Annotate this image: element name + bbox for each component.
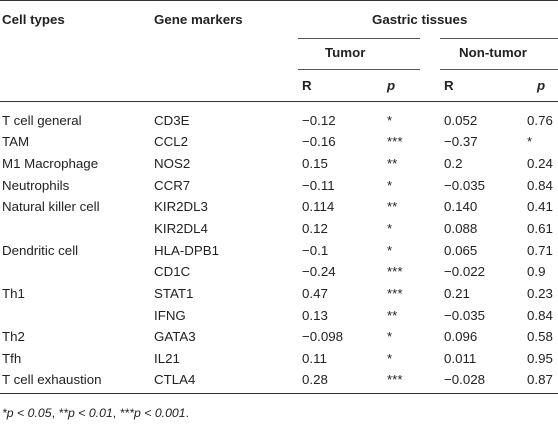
top-rule: [0, 0, 558, 1]
row-nontumor-r: 0.011: [444, 351, 477, 366]
row-nontumor-p: 0.23: [527, 286, 553, 301]
row-nontumor-r: 0.096: [444, 329, 478, 344]
row-tumor-r: −0.098: [302, 329, 344, 344]
row-cell-type: Neutrophils: [2, 178, 70, 193]
header-nontumor-p: p: [537, 78, 546, 93]
row-gene: KIR2DL4: [154, 221, 208, 236]
row-nontumor-r: −0.035: [444, 308, 486, 323]
row-nontumor-p: 0.84: [527, 178, 553, 193]
row-nontumor-p: 0.71: [527, 243, 553, 258]
row-gene: CTLA4: [154, 372, 196, 387]
row-nontumor-r: 0.2: [444, 156, 463, 171]
row-gene: KIR2DL3: [154, 199, 208, 214]
row-tumor-p: *: [387, 243, 393, 258]
row-tumor-r: −0.12: [302, 113, 336, 128]
row-cell-type: TAM: [2, 134, 30, 149]
row-gene: CD3E: [154, 113, 190, 128]
row-gene: GATA3: [154, 329, 196, 344]
row-nontumor-r: −0.028: [444, 372, 486, 387]
row-gene: HLA-DPB1: [154, 243, 220, 258]
row-tumor-p: *: [387, 113, 393, 128]
row-cell-type: Th1: [2, 286, 25, 301]
row-nontumor-p: 0.41: [527, 199, 553, 214]
row-nontumor-r: −0.022: [444, 264, 486, 279]
row-gene: IL21: [154, 351, 180, 366]
footnote-end: .: [185, 406, 190, 420]
row-tumor-r: 0.114: [302, 199, 335, 214]
row-nontumor-p: 0.95: [527, 351, 553, 366]
tumor-subheader-rule: [298, 38, 420, 39]
header-tumor-p: p: [387, 78, 396, 93]
row-gene: CD1C: [154, 264, 191, 279]
row-cell-type: T cell general: [2, 113, 82, 128]
table-footnote: *p < 0.05, **p < 0.01, ***p < 0.001.: [2, 405, 189, 421]
row-nontumor-r: 0.140: [444, 199, 478, 214]
row-tumor-p: ***: [387, 264, 403, 279]
row-tumor-r: 0.28: [302, 372, 328, 387]
header-gene-markers: Gene markers: [154, 12, 243, 27]
row-nontumor-p: *: [527, 134, 533, 149]
header-gastric-tissues: Gastric tissues: [372, 12, 468, 27]
row-gene: NOS2: [154, 156, 191, 171]
row-nontumor-r: 0.088: [444, 221, 478, 236]
footnote-sep: ,: [112, 406, 120, 420]
row-nontumor-p: 0.87: [527, 372, 553, 387]
row-gene: CCR7: [154, 178, 191, 193]
nontumor-col-rule: [440, 69, 558, 70]
header-tumor-r: R: [302, 78, 312, 93]
row-tumor-r: −0.16: [302, 134, 336, 149]
row-tumor-p: ***: [387, 134, 403, 149]
row-tumor-r: 0.15: [302, 156, 328, 171]
nontumor-subheader-rule: [440, 38, 558, 39]
row-nontumor-r: 0.21: [444, 286, 470, 301]
row-tumor-r: 0.12: [302, 221, 328, 236]
bottom-rule: [0, 393, 558, 394]
row-tumor-p: *: [387, 178, 393, 193]
row-tumor-p: ***: [387, 286, 403, 301]
footnote-p01: **p < 0.01: [58, 406, 113, 420]
row-tumor-r: −0.11: [302, 178, 335, 193]
row-nontumor-r: 0.052: [444, 113, 478, 128]
row-tumor-p: *: [387, 351, 393, 366]
row-cell-type: Dendritic cell: [2, 243, 79, 258]
row-cell-type: Tfh: [2, 351, 22, 366]
row-nontumor-p: 0.61: [527, 221, 553, 236]
row-tumor-p: ***: [387, 372, 403, 387]
row-nontumor-p: 0.9: [527, 264, 546, 279]
row-tumor-p: **: [387, 308, 398, 323]
row-tumor-p: **: [387, 199, 398, 214]
footnote-p001: ***p < 0.001: [119, 406, 186, 420]
row-tumor-r: 0.13: [302, 308, 328, 323]
header-tumor: Tumor: [325, 45, 366, 60]
row-tumor-r: −0.24: [302, 264, 336, 279]
header-nontumor-r: R: [444, 78, 454, 93]
row-tumor-p: *: [387, 329, 393, 344]
row-cell-type: Th2: [2, 329, 25, 344]
row-tumor-r: 0.47: [302, 286, 328, 301]
row-tumor-r: 0.11: [302, 351, 327, 366]
row-gene: CCL2: [154, 134, 188, 149]
row-gene: STAT1: [154, 286, 194, 301]
row-gene: IFNG: [154, 308, 186, 323]
row-nontumor-p: 0.24: [527, 156, 553, 171]
row-nontumor-p: 0.84: [527, 308, 553, 323]
header-bottom-rule: [0, 101, 558, 102]
row-nontumor-r: 0.065: [444, 243, 478, 258]
header-cell-types: Cell types: [2, 12, 65, 27]
row-tumor-p: **: [387, 156, 398, 171]
row-cell-type: Natural killer cell: [2, 199, 100, 214]
header-non-tumor: Non-tumor: [459, 45, 527, 60]
row-nontumor-r: −0.035: [444, 178, 486, 193]
row-tumor-r: −0.1: [302, 243, 329, 258]
row-nontumor-r: −0.37: [444, 134, 478, 149]
row-tumor-p: *: [387, 221, 393, 236]
footnote-sep: ,: [51, 406, 59, 420]
row-cell-type: T cell exhaustion: [2, 372, 102, 387]
row-nontumor-p: 0.58: [527, 329, 553, 344]
row-cell-type: M1 Macrophage: [2, 156, 99, 171]
tumor-col-rule: [298, 69, 420, 70]
footnote-p05: *p < 0.05: [2, 406, 52, 420]
row-nontumor-p: 0.76: [527, 113, 553, 128]
